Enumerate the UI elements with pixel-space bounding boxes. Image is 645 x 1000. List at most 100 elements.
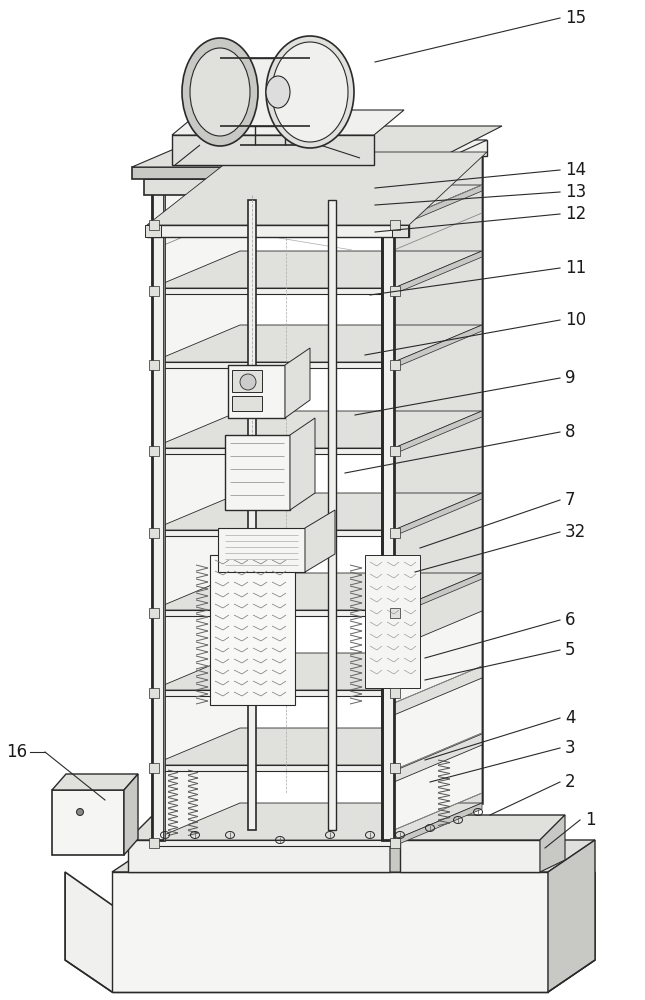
Polygon shape: [394, 579, 482, 653]
Ellipse shape: [266, 36, 354, 148]
Text: 32: 32: [565, 523, 586, 541]
Polygon shape: [394, 734, 482, 808]
Polygon shape: [394, 417, 482, 491]
Polygon shape: [228, 365, 285, 418]
Polygon shape: [394, 573, 482, 616]
Polygon shape: [172, 135, 374, 165]
Polygon shape: [152, 222, 394, 228]
Bar: [149, 608, 159, 618]
Polygon shape: [152, 765, 394, 771]
Text: 15: 15: [565, 9, 586, 27]
Polygon shape: [470, 148, 482, 803]
Polygon shape: [394, 251, 482, 294]
Polygon shape: [394, 611, 482, 703]
Polygon shape: [152, 840, 394, 846]
Bar: [149, 763, 159, 773]
Polygon shape: [394, 148, 482, 840]
Text: 5: 5: [565, 641, 575, 659]
Polygon shape: [152, 362, 394, 368]
Polygon shape: [394, 678, 482, 770]
Polygon shape: [290, 418, 315, 510]
Polygon shape: [152, 690, 394, 696]
Text: 11: 11: [565, 259, 586, 277]
Polygon shape: [235, 140, 487, 156]
Polygon shape: [394, 257, 482, 331]
Polygon shape: [400, 815, 565, 840]
Polygon shape: [394, 653, 482, 696]
Polygon shape: [285, 348, 310, 418]
Text: 2: 2: [565, 773, 575, 791]
Bar: [149, 528, 159, 538]
Polygon shape: [52, 774, 138, 790]
Bar: [390, 446, 400, 456]
Polygon shape: [365, 555, 420, 688]
Bar: [390, 528, 400, 538]
Bar: [149, 286, 159, 296]
Polygon shape: [390, 810, 420, 872]
Polygon shape: [400, 840, 540, 872]
Ellipse shape: [77, 808, 83, 816]
Polygon shape: [394, 185, 482, 228]
Polygon shape: [172, 110, 404, 135]
Bar: [232, 396, 262, 411]
Polygon shape: [152, 411, 482, 448]
Polygon shape: [328, 200, 336, 830]
Bar: [149, 838, 159, 848]
Polygon shape: [112, 872, 548, 992]
Polygon shape: [548, 840, 595, 992]
Polygon shape: [152, 288, 394, 294]
Polygon shape: [394, 659, 482, 733]
Text: 8: 8: [565, 423, 575, 441]
Polygon shape: [152, 573, 482, 610]
Text: 10: 10: [565, 311, 586, 329]
Polygon shape: [152, 251, 482, 288]
Polygon shape: [394, 411, 482, 454]
Text: 4: 4: [565, 709, 575, 727]
Polygon shape: [152, 530, 394, 536]
Polygon shape: [152, 185, 482, 222]
Ellipse shape: [190, 48, 250, 136]
Bar: [149, 360, 159, 370]
Polygon shape: [394, 331, 482, 405]
Polygon shape: [152, 493, 482, 530]
Ellipse shape: [182, 38, 258, 146]
Polygon shape: [152, 148, 252, 840]
Bar: [390, 220, 400, 230]
Polygon shape: [132, 167, 422, 179]
Text: 6: 6: [565, 611, 575, 629]
Polygon shape: [152, 448, 394, 454]
Text: 7: 7: [565, 491, 575, 509]
Polygon shape: [394, 803, 482, 846]
Polygon shape: [147, 152, 487, 225]
Bar: [149, 688, 159, 698]
Text: 3: 3: [565, 739, 575, 757]
Polygon shape: [394, 325, 482, 368]
Polygon shape: [128, 840, 390, 872]
Polygon shape: [394, 191, 482, 265]
Polygon shape: [152, 803, 482, 840]
Polygon shape: [144, 140, 487, 179]
Bar: [390, 286, 400, 296]
Polygon shape: [124, 774, 138, 855]
Polygon shape: [220, 58, 310, 126]
Polygon shape: [128, 810, 420, 840]
Bar: [232, 370, 262, 392]
Bar: [390, 360, 400, 370]
Polygon shape: [225, 435, 290, 510]
Bar: [52, 790, 124, 855]
Bar: [392, 225, 408, 237]
Polygon shape: [132, 126, 502, 167]
Polygon shape: [144, 179, 402, 195]
Polygon shape: [240, 148, 252, 803]
Polygon shape: [394, 499, 482, 573]
Text: 13: 13: [565, 183, 586, 201]
Polygon shape: [152, 653, 482, 690]
Polygon shape: [540, 815, 565, 872]
Ellipse shape: [266, 76, 290, 108]
Text: 12: 12: [565, 205, 586, 223]
Polygon shape: [112, 840, 595, 872]
Polygon shape: [394, 745, 482, 830]
Bar: [390, 838, 400, 848]
Polygon shape: [210, 555, 295, 705]
Polygon shape: [218, 528, 305, 572]
